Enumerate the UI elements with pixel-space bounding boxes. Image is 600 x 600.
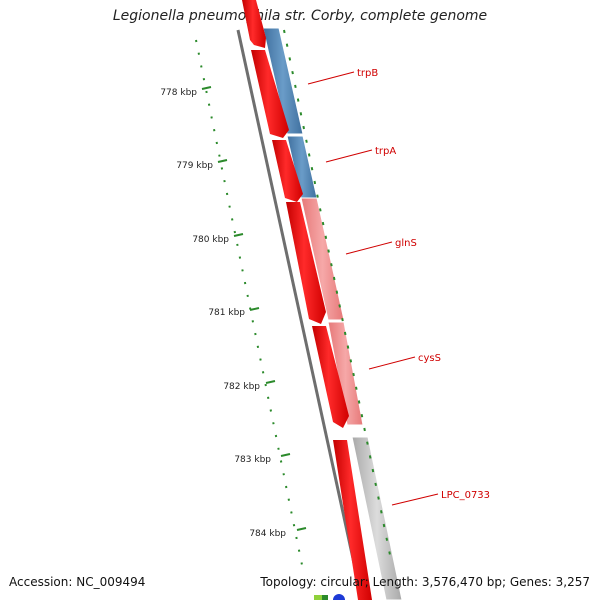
gene-label-glnS: glnS	[395, 238, 417, 249]
accession-text: Accession: NC_009494	[9, 575, 146, 589]
cds-arrow	[312, 326, 349, 428]
glnS-leader	[345, 241, 393, 255]
gc-dash	[288, 57, 292, 61]
kbp-tick	[280, 453, 291, 457]
kbp-tick	[296, 527, 307, 531]
backbone-line	[236, 29, 364, 600]
legend-swatch	[322, 595, 328, 600]
gene-feature-track	[262, 27, 403, 600]
gc-dash	[316, 194, 319, 198]
gene-label-trpB: trpB	[357, 68, 378, 79]
kbp-label: 780 kbp	[192, 235, 229, 245]
gc-dash	[310, 167, 314, 171]
gene-label-cysS: cysS	[418, 353, 441, 364]
glnS-feature	[300, 197, 345, 321]
gc-dash	[374, 482, 377, 487]
gc-dash	[385, 537, 389, 541]
gc-dash	[285, 43, 289, 47]
cds-track	[242, 0, 372, 600]
gc-dash	[341, 317, 344, 322]
gc-dash	[388, 551, 391, 555]
gc-dash	[368, 455, 372, 459]
kbp-label: 779 kbp	[176, 161, 213, 171]
gc-dash	[346, 345, 350, 349]
gc-dash	[313, 180, 317, 185]
gc-dash	[377, 496, 380, 500]
kbp-tick	[265, 380, 276, 384]
kbp-tick	[233, 233, 244, 237]
gc-dash	[330, 263, 333, 267]
map-title: Legionella pneumophila str. Corby, compl…	[112, 8, 488, 24]
gc-dash	[360, 414, 364, 418]
trpB-leader	[307, 71, 355, 85]
gc-dash	[382, 523, 386, 528]
kbp-label: 781 kbp	[208, 308, 245, 318]
gc-dash	[380, 510, 383, 514]
cds-arrow	[242, 0, 266, 48]
gc-dash	[352, 372, 355, 377]
gc-dash	[296, 98, 300, 102]
gc-dash	[371, 468, 375, 473]
kbp-tick	[249, 307, 260, 311]
genome-stats-text: Topology: circular; Length: 3,576,470 bp…	[260, 575, 590, 589]
gc-dash	[327, 249, 330, 253]
kbp-label: 783 kbp	[234, 455, 271, 465]
cds-arrow	[286, 202, 326, 324]
gc-dash	[294, 84, 297, 89]
cds-arrow	[333, 440, 372, 600]
kbp-label: 782 kbp	[223, 382, 260, 392]
gc-dash	[299, 112, 303, 116]
gc-dash	[319, 208, 322, 212]
gc-skew-track	[195, 29, 391, 565]
gc-dash	[349, 359, 353, 363]
gene-label-LPC_0733: LPC_0733	[441, 490, 490, 501]
gc-dash	[302, 125, 305, 130]
gc-dash	[366, 441, 369, 445]
cysS-leader	[368, 356, 416, 370]
kbp-label: 784 kbp	[249, 529, 286, 539]
kbp-label: 778 kbp	[160, 88, 197, 98]
gc-dash	[338, 304, 341, 308]
LPC_0733-feature	[351, 436, 403, 600]
gc-dash	[335, 290, 339, 294]
gc-dash	[283, 29, 286, 34]
gc-dash	[291, 70, 294, 75]
gc-dash	[307, 153, 311, 157]
trpA-leader	[325, 149, 373, 163]
gc-dash	[343, 331, 347, 336]
kbp-tick	[217, 159, 228, 163]
gc-dash	[321, 221, 325, 226]
gc-dash	[357, 400, 361, 404]
gene-labels: trpB trpA glnS cysS LPC_0733	[307, 68, 490, 506]
cds-arrow	[251, 50, 289, 138]
LPC_0733-leader	[391, 493, 439, 506]
cds-arrow	[272, 140, 303, 202]
gene-label-trpA: trpA	[375, 146, 396, 157]
gc-dash	[324, 235, 328, 239]
gc-dash	[332, 276, 336, 281]
gc-dash	[305, 139, 308, 143]
legend-icons	[314, 594, 345, 600]
kbp-scale: 778 kbp 779 kbp 780 kbp 781 kbp 782 kbp …	[160, 86, 307, 539]
kbp-tick	[201, 86, 212, 90]
legend-dot	[333, 594, 345, 600]
gc-dash	[355, 386, 358, 390]
legend-swatch	[314, 595, 323, 600]
gc-dash	[363, 427, 366, 432]
